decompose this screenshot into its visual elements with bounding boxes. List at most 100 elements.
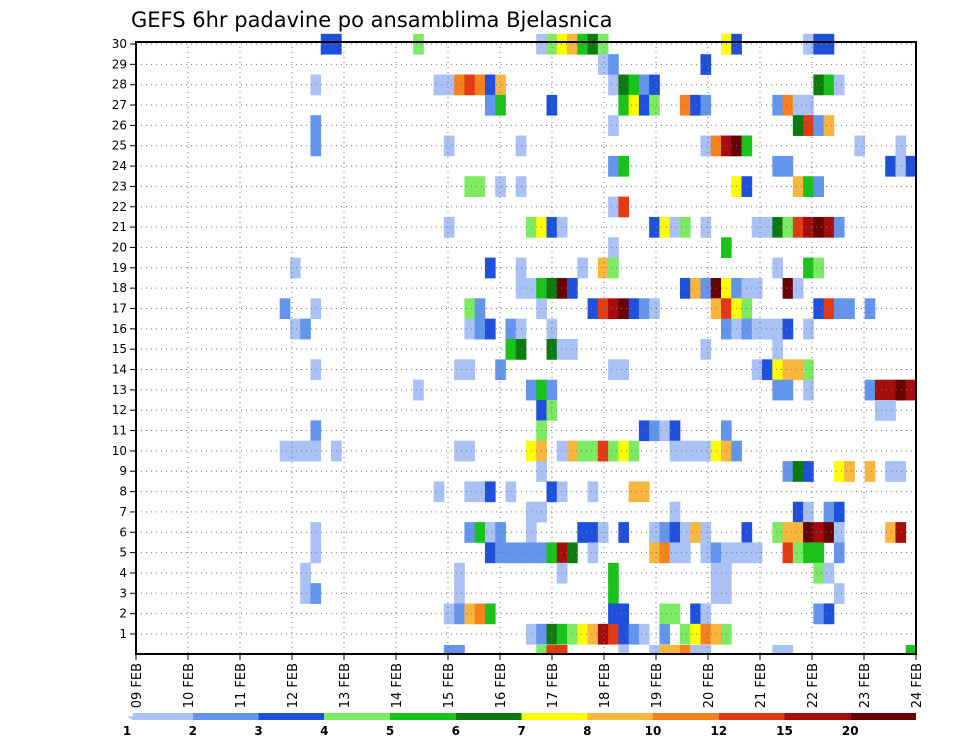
y-tick-label: 28	[112, 78, 127, 92]
data-cell	[792, 115, 804, 136]
data-cell	[833, 74, 845, 96]
data-cell	[895, 461, 907, 482]
data-cell	[413, 379, 424, 401]
y-tick-label: 22	[112, 200, 127, 214]
data-cell	[813, 33, 825, 55]
data-cell	[464, 176, 476, 197]
data-cell	[854, 135, 866, 157]
legend-label: 4	[320, 724, 328, 738]
data-cell	[556, 562, 568, 584]
data-cell	[484, 94, 496, 116]
x-tick-label: 14 FEB	[390, 663, 405, 708]
data-cell	[751, 216, 763, 238]
data-cell	[628, 94, 640, 116]
data-cell	[433, 74, 445, 96]
data-cell	[792, 176, 804, 197]
data-cell	[608, 603, 619, 625]
data-cell	[782, 645, 794, 654]
y-tick-label: 1	[119, 627, 127, 641]
data-cell	[587, 33, 599, 55]
data-cell	[690, 522, 701, 543]
data-cell	[803, 94, 814, 116]
x-tick-label: 23 FEB	[858, 663, 873, 708]
data-cell	[556, 481, 568, 503]
data-cell	[474, 176, 486, 197]
data-cell	[567, 339, 578, 360]
data-cell	[659, 645, 671, 654]
data-cell	[823, 298, 835, 320]
data-cell	[505, 481, 517, 503]
data-cell	[577, 440, 588, 462]
data-cell	[505, 318, 517, 340]
data-cell	[679, 623, 691, 645]
data-cell	[443, 645, 455, 654]
data-cell	[608, 74, 619, 96]
data-cell	[567, 440, 578, 462]
data-cell	[690, 94, 701, 116]
data-cell	[844, 461, 855, 482]
data-cell	[618, 359, 630, 381]
y-tick-label: 16	[112, 322, 127, 336]
data-cell	[597, 440, 609, 462]
legend-label: 7	[517, 724, 525, 738]
data-cell	[659, 603, 671, 625]
data-cell	[690, 623, 701, 645]
data-cell	[628, 481, 640, 503]
data-cell	[556, 277, 568, 299]
data-cell	[885, 379, 896, 401]
data-cell	[279, 298, 291, 320]
data-cell	[628, 623, 640, 645]
data-cell	[679, 440, 691, 462]
data-cell	[300, 440, 311, 462]
data-cell	[597, 54, 609, 75]
y-tick-label: 15	[112, 342, 127, 356]
data-cell	[608, 257, 619, 279]
data-cell	[597, 33, 609, 55]
data-cell	[833, 501, 845, 523]
data-cell	[813, 562, 825, 584]
data-cell	[484, 603, 496, 625]
data-cell	[484, 542, 496, 564]
data-cell	[669, 420, 681, 442]
data-cell	[679, 94, 691, 116]
data-cell	[618, 623, 630, 645]
data-cell	[803, 115, 814, 136]
data-cell	[792, 522, 804, 543]
data-cell	[443, 135, 455, 157]
data-cell	[464, 318, 476, 340]
data-cell	[310, 135, 322, 157]
data-cell	[567, 33, 578, 55]
data-cell	[464, 298, 476, 320]
y-tick-label: 6	[119, 525, 127, 539]
data-cell	[772, 359, 783, 381]
data-cell	[618, 298, 630, 320]
data-cell	[628, 298, 640, 320]
data-cell	[772, 318, 783, 340]
data-cell	[484, 74, 496, 96]
data-cell	[618, 74, 630, 96]
data-cell	[638, 74, 650, 96]
data-cell	[495, 74, 506, 96]
legend-swatch	[324, 713, 390, 720]
data-cell	[659, 542, 671, 564]
data-cell	[782, 318, 794, 340]
data-cell	[813, 74, 825, 96]
data-cell	[474, 522, 486, 543]
y-tick-label: 25	[112, 139, 127, 153]
data-cell	[454, 359, 465, 381]
data-cell	[833, 542, 845, 564]
data-cell	[638, 94, 650, 116]
x-tick-label: 13 FEB	[338, 663, 353, 708]
x-tick-label: 18 FEB	[598, 663, 613, 708]
legend-label: 1	[123, 724, 131, 738]
data-cell	[792, 359, 804, 381]
y-axis: 1234567891011121314151617181920212223242…	[112, 37, 136, 641]
data-cell	[597, 298, 609, 320]
data-cell	[813, 115, 825, 136]
x-tick-label: 20 FEB	[702, 663, 717, 708]
data-cell	[803, 257, 814, 279]
data-cell	[556, 645, 568, 654]
data-cell	[669, 542, 681, 564]
data-cell	[454, 440, 465, 462]
